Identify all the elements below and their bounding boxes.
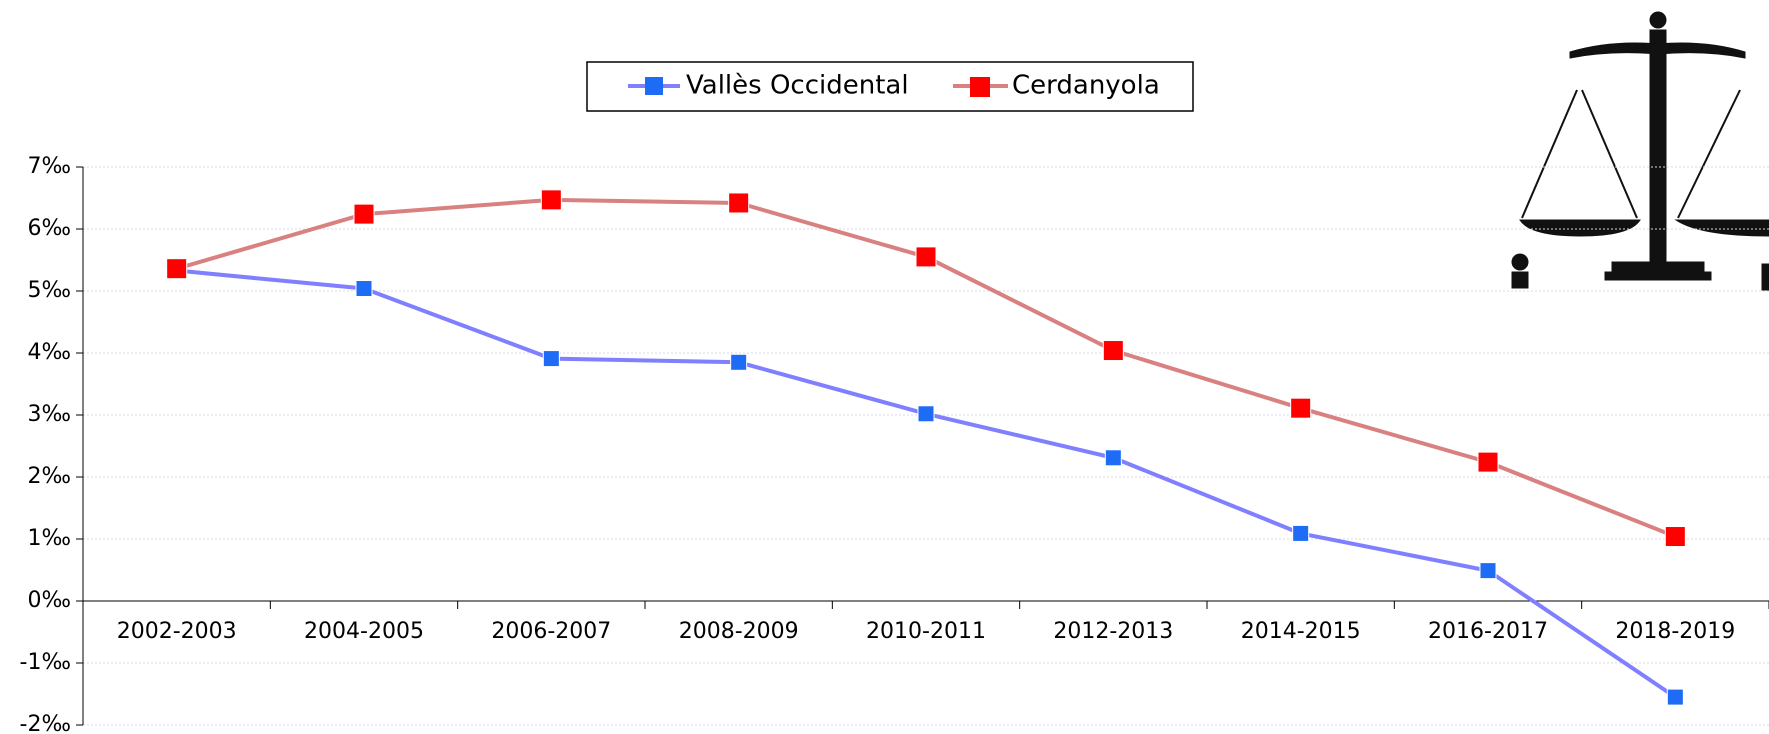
- y-tick-label: 7‰: [27, 154, 71, 179]
- point-marker: [1290, 397, 1312, 419]
- x-tick-label: 2014-2015: [1241, 619, 1361, 644]
- point-marker: [1479, 562, 1497, 580]
- scales-icon: [1511, 11, 1769, 291]
- x-tick-label: 2018-2019: [1615, 619, 1735, 644]
- point-marker: [355, 280, 373, 298]
- y-tick-label: 2‰: [27, 464, 71, 489]
- point-marker: [1102, 340, 1124, 362]
- point-marker: [730, 353, 748, 371]
- point-marker: [1666, 688, 1684, 706]
- x-tick-label: 2012-2013: [1053, 619, 1173, 644]
- y-tick-label: 6‰: [27, 216, 71, 241]
- y-tick-label: 5‰: [27, 278, 71, 303]
- x-tick-label: 2006-2007: [491, 619, 611, 644]
- x-tick-label: 2004-2005: [304, 619, 424, 644]
- y-tick-label: 4‰: [27, 340, 71, 365]
- legend: Vallès Occidental Cerdanyola: [628, 71, 1160, 101]
- point-marker: [1477, 451, 1499, 473]
- point-marker: [540, 189, 562, 211]
- y-tick-label: -2‰: [20, 712, 71, 734]
- legend-label: Cerdanyola: [1012, 71, 1160, 101]
- x-tick-label: 2010-2011: [866, 619, 986, 644]
- y-tick-label: 1‰: [27, 526, 71, 551]
- x-tick-label: 2016-2017: [1428, 619, 1548, 644]
- point-marker: [728, 192, 750, 214]
- legend-box: [586, 61, 1194, 112]
- point-marker: [1292, 524, 1310, 542]
- point-marker: [1664, 526, 1686, 548]
- point-marker: [917, 405, 935, 423]
- point-marker: [542, 350, 560, 368]
- legend-marker: [645, 77, 663, 95]
- legend-marker: [970, 77, 990, 97]
- y-tick-label: -1‰: [20, 650, 71, 675]
- point-marker: [1104, 449, 1122, 467]
- y-tick-label: 0‰: [27, 588, 71, 613]
- point-marker: [353, 203, 375, 225]
- x-tick-label: 2008-2009: [679, 619, 799, 644]
- point-marker: [915, 246, 937, 268]
- legend-label: Vallès Occidental: [686, 71, 909, 101]
- x-tick-label: 2002-2003: [117, 619, 237, 644]
- point-marker: [166, 258, 188, 280]
- y-tick-label: 3‰: [27, 402, 71, 427]
